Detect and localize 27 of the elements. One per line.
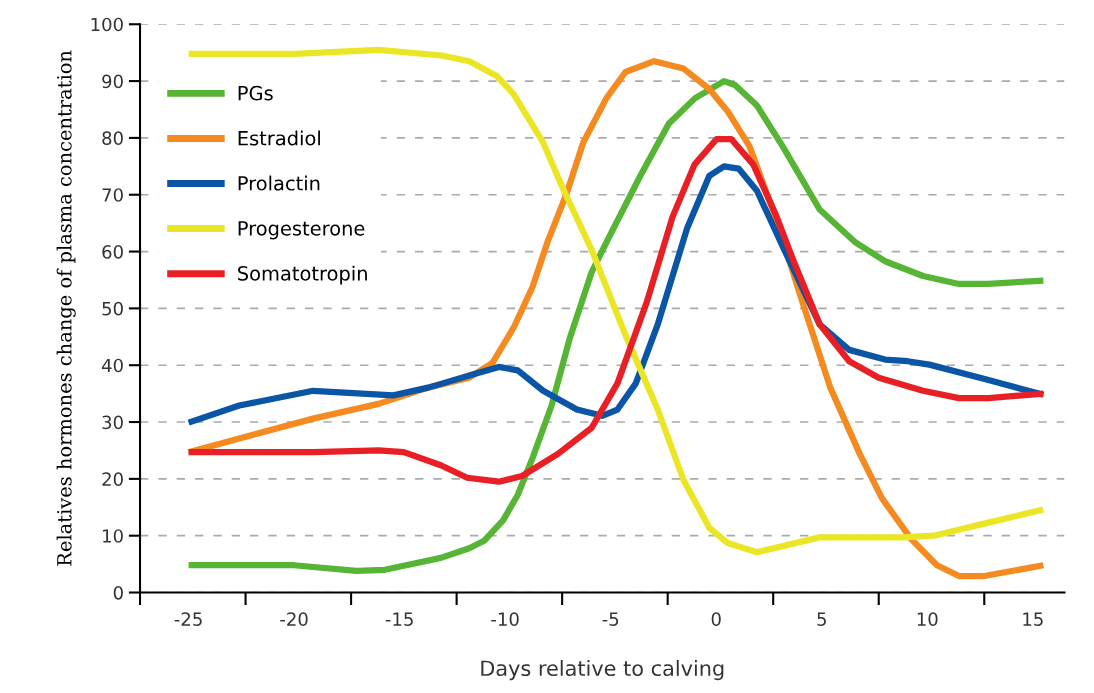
y-tick-label: 0	[113, 585, 123, 600]
y-tick-label: 20	[102, 472, 123, 486]
y-tick-label: 30	[102, 415, 123, 430]
legend-label: PGs	[238, 85, 273, 101]
y-tick-label: 70	[102, 188, 123, 202]
y-tick-label: 40	[101, 358, 123, 373]
x-tick-label: -15	[385, 612, 413, 626]
legend-label: Prolactin	[238, 175, 320, 191]
x-tick-label: 5	[817, 612, 826, 626]
x-tick-label: -5	[602, 612, 619, 626]
y-tick-label: 50	[102, 301, 123, 316]
y-tick-label: 60	[102, 245, 123, 259]
y-tick-label: 100	[91, 17, 123, 32]
y-tick-label: 80	[102, 131, 123, 146]
x-axis-title: Days relative to calving	[481, 659, 724, 681]
legend-label: Estradiol	[238, 130, 320, 146]
x-tick-label: 0	[711, 612, 721, 626]
legend-label: Somatotropin	[238, 265, 367, 285]
legend-label: Progesterone	[238, 221, 365, 240]
y-tick-label: 10	[103, 529, 123, 543]
x-tick-label: -25	[174, 612, 202, 626]
x-tick-label: -20	[280, 612, 308, 626]
x-tick-label: 15	[1023, 612, 1043, 626]
x-tick-label: -10	[491, 612, 519, 626]
y-tick-label: 90	[102, 74, 123, 89]
y-axis-title: Relatives hormones change of plasma concentration	[56, 50, 76, 566]
x-tick-label: 10	[917, 612, 938, 626]
